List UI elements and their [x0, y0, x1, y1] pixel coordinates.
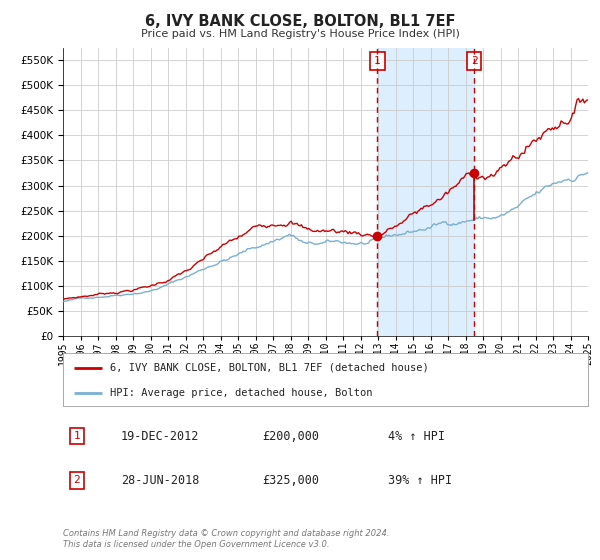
Text: HPI: Average price, detached house, Bolton: HPI: Average price, detached house, Bolt… — [110, 388, 373, 398]
Text: 6, IVY BANK CLOSE, BOLTON, BL1 7EF (detached house): 6, IVY BANK CLOSE, BOLTON, BL1 7EF (deta… — [110, 363, 429, 373]
Bar — [377, 48, 474, 336]
Text: 1: 1 — [74, 431, 80, 441]
Text: £200,000: £200,000 — [263, 430, 320, 442]
Text: 39% ↑ HPI: 39% ↑ HPI — [389, 474, 452, 487]
Text: 6, IVY BANK CLOSE, BOLTON, BL1 7EF: 6, IVY BANK CLOSE, BOLTON, BL1 7EF — [145, 14, 455, 29]
Text: 2: 2 — [74, 475, 80, 485]
Text: Contains HM Land Registry data © Crown copyright and database right 2024.
This d: Contains HM Land Registry data © Crown c… — [63, 529, 389, 549]
Text: Price paid vs. HM Land Registry's House Price Index (HPI): Price paid vs. HM Land Registry's House … — [140, 29, 460, 39]
Text: 4% ↑ HPI: 4% ↑ HPI — [389, 430, 445, 442]
Text: £325,000: £325,000 — [263, 474, 320, 487]
Text: 28-JUN-2018: 28-JUN-2018 — [121, 474, 199, 487]
Text: 1: 1 — [374, 56, 380, 66]
Text: 19-DEC-2012: 19-DEC-2012 — [121, 430, 199, 442]
Text: 2: 2 — [470, 56, 478, 66]
